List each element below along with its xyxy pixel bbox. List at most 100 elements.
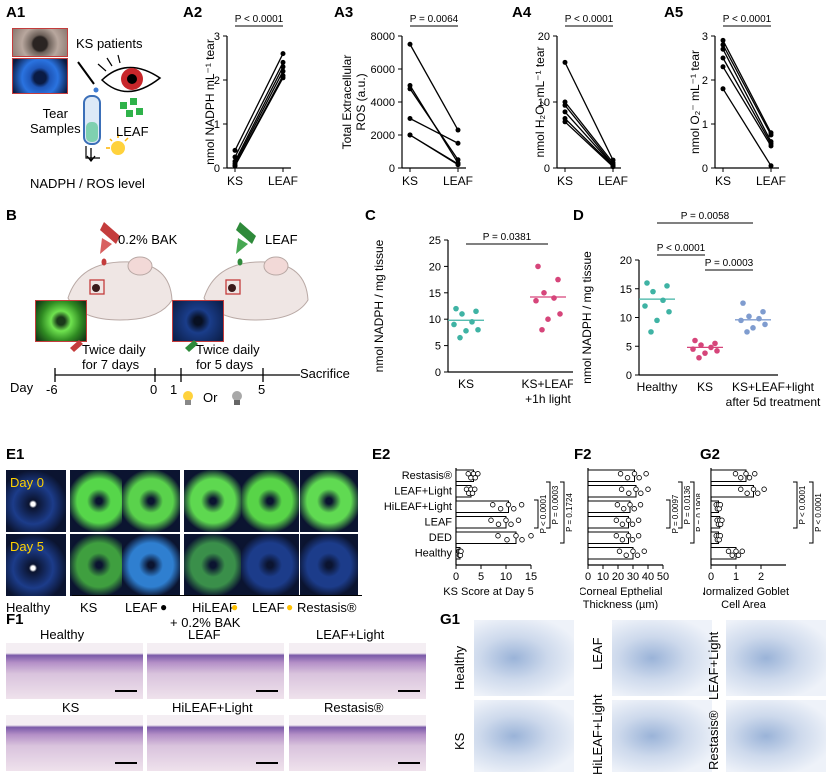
bak-bracket — [72, 595, 362, 596]
data-point — [631, 471, 638, 477]
leaf-eye-fluorescein-photo — [172, 300, 224, 342]
f1-leaf-title: LEAF — [188, 627, 221, 642]
g1-ks-label: KS — [452, 732, 467, 750]
p-value: P < 0.0001 — [798, 485, 807, 524]
pair-line — [722, 40, 772, 134]
day-text: Day — [10, 380, 34, 395]
data-point — [629, 521, 636, 527]
chart-e2: 0 5 10 15 Restasis® LEAF+Light HiLEAF+Light LEA… — [384, 468, 574, 598]
data-point — [635, 533, 642, 539]
data-point — [528, 533, 534, 539]
f1-leaflight-title: LEAF+Light — [316, 627, 385, 642]
x-axis-label: Corneal Epthelial — [580, 586, 662, 598]
x-tick-label: KS+LEAF — [521, 377, 573, 391]
data-point — [535, 263, 541, 270]
y-tick-label: 3 — [214, 31, 220, 43]
leaf-point — [280, 75, 286, 81]
label-a1: A1 — [6, 4, 26, 21]
y-tick-label: LEAF+Light — [394, 486, 452, 498]
data-point — [453, 305, 459, 312]
timeline — [54, 340, 300, 405]
x-tick-label: 2 — [758, 571, 764, 583]
f1-healthy-title: Healthy — [40, 627, 85, 642]
significance-bracket — [560, 481, 565, 544]
y-tick-label: 2000 — [371, 130, 395, 142]
label-e1: E1 — [6, 446, 25, 463]
leaflight-goblet-photo — [726, 620, 826, 696]
ks-point — [562, 102, 568, 108]
mouse-bak-illustration — [67, 222, 173, 321]
p-value: P = 0.0381 — [483, 232, 532, 243]
ks-point — [562, 109, 568, 115]
f1-hileaf-title: HiLEAF+Light — [172, 700, 253, 715]
data-point — [719, 517, 725, 523]
pair-line — [409, 134, 459, 166]
data-point — [518, 502, 525, 508]
ks-point — [720, 46, 726, 52]
a1-leaf-text: LEAF — [116, 124, 149, 139]
leaf-point — [455, 127, 461, 133]
data-point — [519, 537, 525, 543]
e1-leaf-label: LEAF — [125, 600, 158, 615]
g1-healthy-label: Healthy — [452, 645, 467, 690]
label-a2: A2 — [183, 4, 203, 21]
data-point — [469, 490, 476, 496]
healthy-histology-photo — [6, 643, 143, 699]
data-point — [630, 548, 636, 554]
pair-line — [722, 44, 772, 136]
x-tick-label: LEAF — [268, 174, 298, 188]
pair-line — [409, 43, 459, 131]
significance-bracket — [534, 499, 539, 529]
y-tick-label: 0 — [435, 367, 441, 379]
data-point — [752, 471, 758, 477]
data-point — [735, 552, 742, 558]
data-point — [623, 552, 629, 558]
ks-histology-photo — [6, 715, 143, 771]
significance-bracket — [666, 499, 671, 529]
data-point — [472, 486, 478, 492]
data-point — [626, 490, 632, 496]
data-point — [744, 329, 750, 335]
x-tick-label: LEAF — [598, 174, 628, 188]
data-point — [613, 517, 620, 523]
data-point — [702, 350, 708, 356]
scale-bar — [115, 762, 137, 764]
x-tick-label: KS — [697, 380, 713, 394]
data-point — [625, 533, 632, 539]
y-tick-label: Healthy — [415, 548, 453, 560]
pair-line — [234, 62, 284, 158]
data-point — [733, 548, 739, 554]
e1-restasis-label: Restasis® — [297, 600, 357, 615]
nadph-ros-text: NADPH / ROS level — [30, 176, 145, 191]
x-tick-label: 0 — [585, 571, 591, 583]
x-axis-label: Normalized Goblet — [703, 586, 789, 598]
y-tick-label: 20 — [620, 255, 632, 267]
data-point — [457, 334, 463, 341]
y-tick-label: 25 — [429, 235, 441, 247]
data-point — [762, 321, 768, 328]
leaf-point — [768, 132, 774, 138]
x-tick-label: LEAF — [443, 174, 473, 188]
label-f2: F2 — [574, 446, 592, 463]
y-tick-label: DED — [429, 532, 452, 544]
g1-leaflight-label: LEAF+Light — [706, 631, 721, 700]
y-tick-label: 0 — [702, 163, 708, 175]
x-tick-label: 10 — [597, 571, 609, 583]
data-point — [738, 317, 744, 324]
data-point — [634, 552, 641, 558]
y-tick-label: 0 — [389, 163, 395, 175]
data-point — [756, 315, 762, 322]
data-point — [635, 517, 642, 523]
data-point — [761, 486, 767, 492]
y-tick-label: 15 — [620, 284, 632, 296]
data-point — [629, 537, 636, 543]
y-tick-label: 1 — [214, 119, 220, 131]
ks-day0-eye-photo — [70, 470, 128, 532]
pair-line — [234, 77, 284, 167]
f1-ks-title: KS — [62, 700, 80, 715]
x-axis-label: Thickness (µm) — [583, 599, 658, 610]
y-axis-label: nmol NADPH / mg tissue — [580, 251, 594, 384]
hileaf-goblet-photo — [612, 700, 712, 772]
data-point — [717, 533, 724, 539]
ks-day5-eye-photo — [70, 534, 128, 596]
